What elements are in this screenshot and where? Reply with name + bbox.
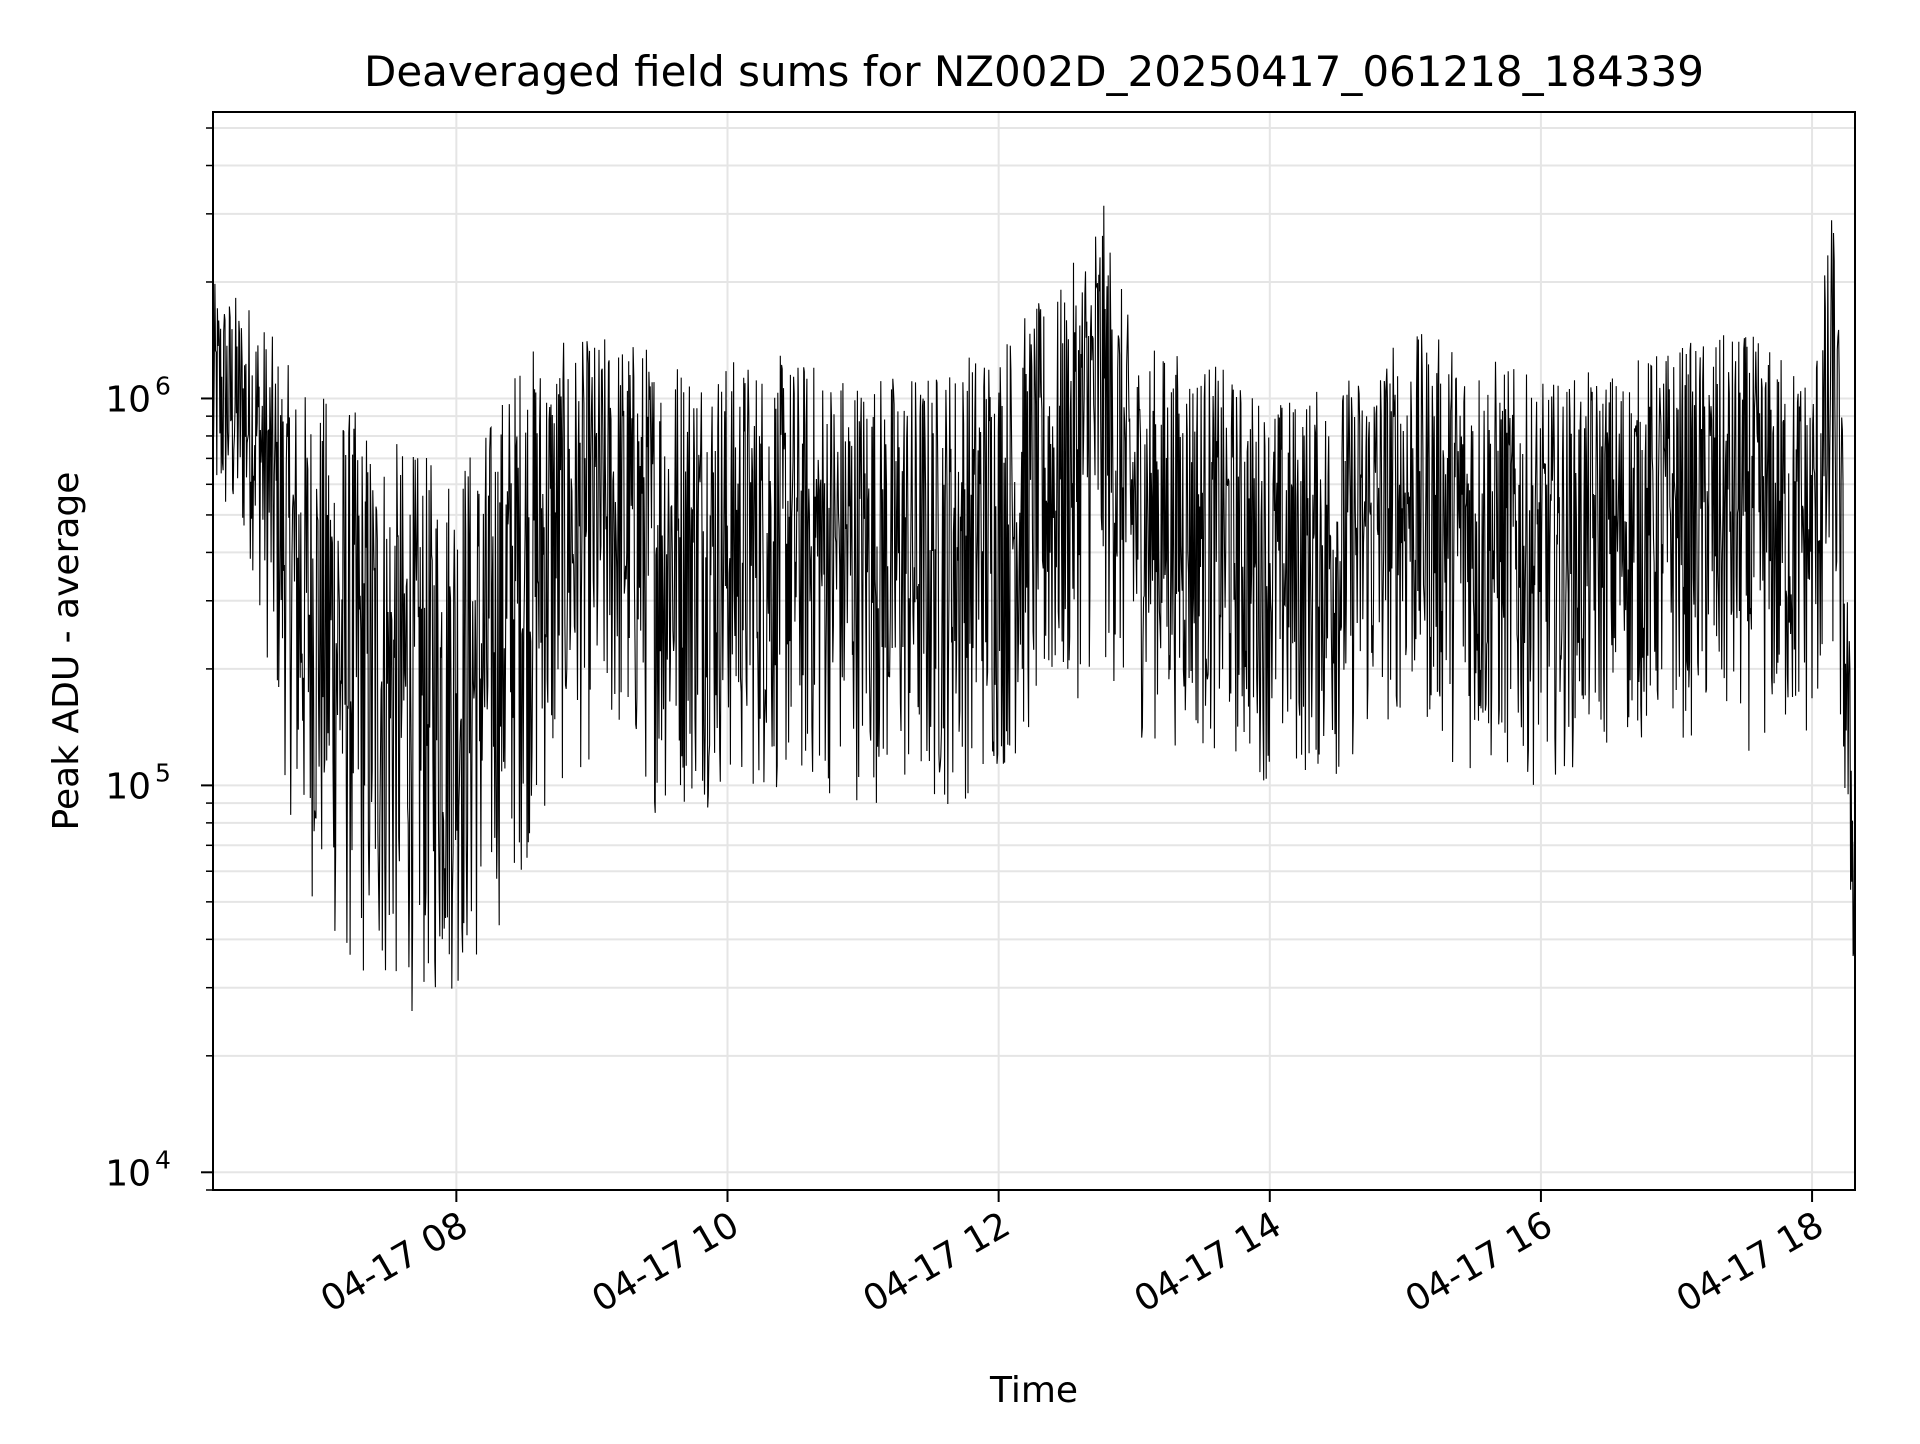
y-tick-label: 10 — [105, 766, 151, 807]
series-line-path — [212, 205, 1856, 1012]
y-axis-label: Peak ADU - average — [46, 472, 87, 831]
plot-frame — [212, 111, 1856, 1191]
y-tick-label: 10 — [105, 379, 151, 420]
chart-title: Deaveraged field sums for NZ002D_2025041… — [364, 47, 1704, 96]
series-line — [212, 205, 1856, 1012]
y-tick-label-exponent: 5 — [155, 758, 171, 787]
y-tick-label-exponent: 6 — [155, 371, 171, 400]
y-tick-label: 10 — [105, 1153, 151, 1194]
x-axis-label: Time — [989, 1370, 1078, 1411]
y-tick-label-exponent: 4 — [155, 1145, 171, 1174]
